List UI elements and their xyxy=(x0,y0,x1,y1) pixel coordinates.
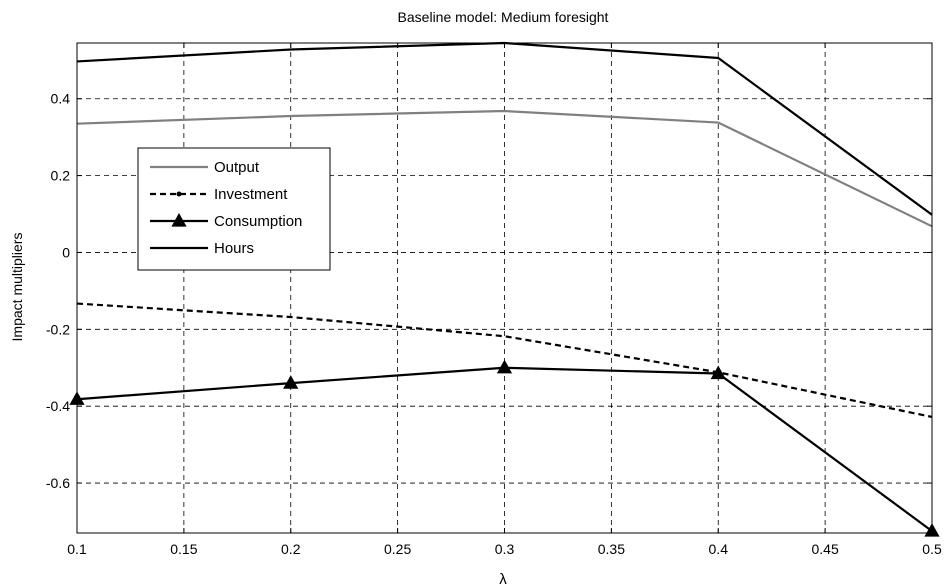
y-tick-label: -0.4 xyxy=(46,398,70,414)
grid-lines xyxy=(77,43,932,533)
consumption-point xyxy=(496,359,513,374)
y-tick-label: -0.2 xyxy=(46,321,70,337)
x-tick-label: 0.45 xyxy=(812,541,839,557)
legend-marker-consumption xyxy=(171,213,187,227)
y-tick-label: 0.4 xyxy=(51,91,71,107)
legend-marker-investment xyxy=(176,191,182,197)
axis-ticks xyxy=(76,43,933,533)
x-tick-label: 0.2 xyxy=(281,541,301,557)
y-tick-labels: -0.6 -0.4 -0.2 0 0.2 0.4 xyxy=(46,91,70,491)
x-tick-label: 0.15 xyxy=(170,541,197,557)
y-tick-label: -0.6 xyxy=(46,475,70,491)
x-tick-label: 0.25 xyxy=(384,541,411,557)
y-tick-label: 0 xyxy=(62,244,70,260)
x-tick-label: 0.4 xyxy=(709,541,729,557)
legend: Output Investment Consumption Hours xyxy=(137,147,331,271)
series-line-investment xyxy=(76,302,933,419)
chart-title: Baseline model: Medium foresight xyxy=(398,9,609,25)
consumption-point xyxy=(283,375,299,389)
legend-box xyxy=(137,147,331,271)
x-tick-label: 0.1 xyxy=(67,541,87,557)
series-line-output xyxy=(76,109,933,228)
x-tick-label: 0.35 xyxy=(598,541,625,557)
legend-label-output: Output xyxy=(214,159,260,176)
x-tick-labels: 0.1 0.15 0.2 0.25 0.3 0.35 0.4 0.45 0.5 xyxy=(67,541,942,557)
y-tick-label: 0.2 xyxy=(51,168,71,184)
x-axis-label: λ xyxy=(499,571,507,588)
legend-label-hours: Hours xyxy=(214,240,254,257)
x-tick-label: 0.3 xyxy=(495,541,515,557)
consumption-point xyxy=(710,365,726,380)
y-axis-label: Impact multipliers xyxy=(9,233,25,342)
legend-label-investment: Investment xyxy=(214,186,288,203)
x-tick-label: 0.5 xyxy=(922,541,942,557)
legend-label-consumption: Consumption xyxy=(214,213,302,230)
